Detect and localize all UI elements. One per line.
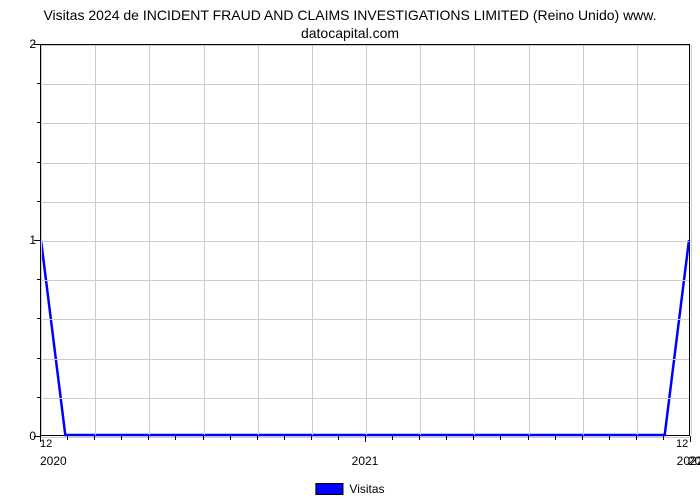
y-minor-tick [37,162,40,163]
y-tick-label: 0 [29,429,36,443]
gridline-v [149,45,150,435]
x-month-label-right: 12 [676,438,688,450]
gridline-v [41,45,42,435]
gridline-v [474,45,475,435]
gridline-v [204,45,205,435]
x-minor-tick [582,436,583,440]
gridline-h [41,202,689,203]
x-minor-tick [419,436,420,440]
gridline-v [529,45,530,435]
x-minor-tick [473,436,474,440]
y-minor-tick [37,358,40,359]
chart-title: Visitas 2024 de INCIDENT FRAUD AND CLAIM… [0,0,700,42]
y-minor-tick [37,83,40,84]
x-minor-tick [311,436,312,440]
x-minor-tick [257,436,258,440]
x-minor-tick [175,436,176,440]
x-minor-tick [121,436,122,440]
x-minor-tick [555,436,556,440]
x-minor-tick [392,436,393,440]
visits-chart: Visitas 2024 de INCIDENT FRAUD AND CLAIM… [0,0,700,500]
legend-label: Visitas [349,482,384,496]
y-minor-tick [37,318,40,319]
x-year-label: 202 [688,454,700,468]
x-minor-tick [528,436,529,440]
chart-title-line1: Visitas 2024 de INCIDENT FRAUD AND CLAIM… [43,7,656,23]
x-minor-tick [284,436,285,440]
gridline-h [41,319,689,320]
x-year-label: 2020 [40,454,67,468]
gridline-h [41,123,689,124]
gridline-h [41,280,689,281]
y-minor-tick [37,279,40,280]
gridline-h [41,84,689,85]
gridline-h [41,359,689,360]
x-minor-tick [446,436,447,440]
legend-swatch [315,483,343,495]
plot-area [40,44,690,436]
x-major-tick [365,436,366,442]
gridline-h [41,45,689,46]
line-series [41,45,689,435]
x-minor-tick [230,436,231,440]
legend: Visitas [315,482,384,496]
x-minor-tick [94,436,95,440]
y-tick-label: 2 [29,37,36,51]
x-minor-tick [67,436,68,440]
y-tick-label: 1 [29,233,36,247]
x-minor-tick [148,436,149,440]
y-minor-tick [37,122,40,123]
x-month-label-left: 12 [40,438,52,450]
x-minor-tick [203,436,204,440]
gridline-h [41,163,689,164]
x-year-label: 2021 [352,454,379,468]
gridline-v [258,45,259,435]
x-minor-tick [338,436,339,440]
gridline-v [312,45,313,435]
visits-line [41,240,689,435]
gridline-v [95,45,96,435]
x-minor-tick [500,436,501,440]
gridline-v [691,45,692,435]
gridline-v [637,45,638,435]
gridline-v [366,45,367,435]
gridline-v [420,45,421,435]
x-minor-tick [636,436,637,440]
x-minor-tick [663,436,664,440]
y-minor-tick [37,201,40,202]
x-minor-tick [609,436,610,440]
chart-title-line2: datocapital.com [301,25,399,41]
y-minor-tick [37,397,40,398]
x-major-tick [690,436,691,442]
gridline-h [41,398,689,399]
gridline-h [41,241,689,242]
gridline-v [583,45,584,435]
